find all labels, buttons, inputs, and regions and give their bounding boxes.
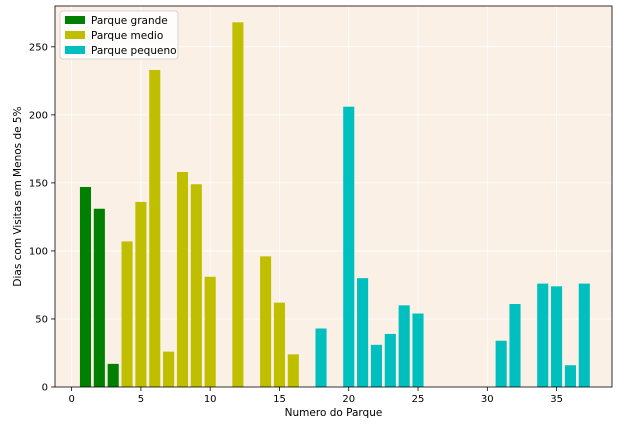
bar-medio (135, 201, 147, 387)
x-axis-ticks: 0 5 10 15 20 25 30 35 (68, 387, 563, 405)
bar-medio (149, 69, 161, 387)
legend-swatch (65, 46, 85, 54)
x-tick-label: 5 (138, 394, 144, 405)
bar-pequeno (343, 106, 355, 387)
bar-medio (163, 351, 175, 387)
bar-grande (93, 208, 105, 387)
bar-medio (204, 276, 216, 387)
bar-medio (232, 22, 244, 387)
bar-medio (260, 256, 272, 387)
bar-pequeno (370, 344, 382, 387)
y-tick-label: 200 (29, 110, 48, 121)
legend-label: Parque medio (91, 30, 163, 42)
bar-pequeno (537, 283, 549, 387)
x-axis-label: Numero do Parque (285, 407, 383, 419)
bar-pequeno (315, 328, 327, 387)
bar-pequeno (509, 303, 521, 387)
y-tick-label: 150 (29, 178, 48, 189)
x-tick-label: 15 (273, 394, 286, 405)
x-tick-label: 20 (342, 394, 355, 405)
legend: Parque grande Parque medio Parque pequeno (59, 10, 179, 60)
x-tick-label: 25 (412, 394, 425, 405)
y-tick-label: 100 (29, 246, 48, 257)
bar-medio (273, 302, 286, 387)
y-tick-label: 0 (42, 383, 48, 394)
bar-pequeno (564, 365, 576, 387)
legend-label: Parque grande (91, 15, 168, 27)
bar-pequeno (551, 286, 563, 387)
plot-frame (54, 5, 613, 388)
legend-swatch (65, 31, 85, 39)
y-tick-label: 50 (35, 314, 48, 325)
legend-label: Parque pequeno (91, 45, 177, 57)
y-axis-label: Dias com Visitas em Menos de 5% (12, 106, 24, 286)
bars (79, 22, 590, 387)
legend-swatch (65, 16, 85, 24)
bar-pequeno (398, 305, 410, 387)
bar-pequeno (412, 313, 424, 387)
bar-grande (107, 363, 119, 387)
y-axis-ticks: 0 50 100 150 200 250 (29, 42, 55, 394)
bar-pequeno (578, 283, 590, 387)
x-tick-label: 35 (550, 394, 563, 405)
bar-pequeno (357, 278, 369, 387)
bar-grande (79, 186, 92, 387)
bar-medio (190, 184, 202, 387)
x-tick-label: 0 (68, 394, 74, 405)
y-tick-label: 250 (29, 42, 48, 53)
bar-medio (176, 172, 189, 387)
bar-medio (121, 241, 133, 387)
x-tick-label: 30 (481, 394, 494, 405)
bar-medio (287, 354, 299, 387)
legend-box (59, 10, 179, 60)
bar-pequeno (495, 340, 507, 387)
bar-pequeno (384, 333, 396, 387)
x-tick-label: 10 (204, 394, 217, 405)
